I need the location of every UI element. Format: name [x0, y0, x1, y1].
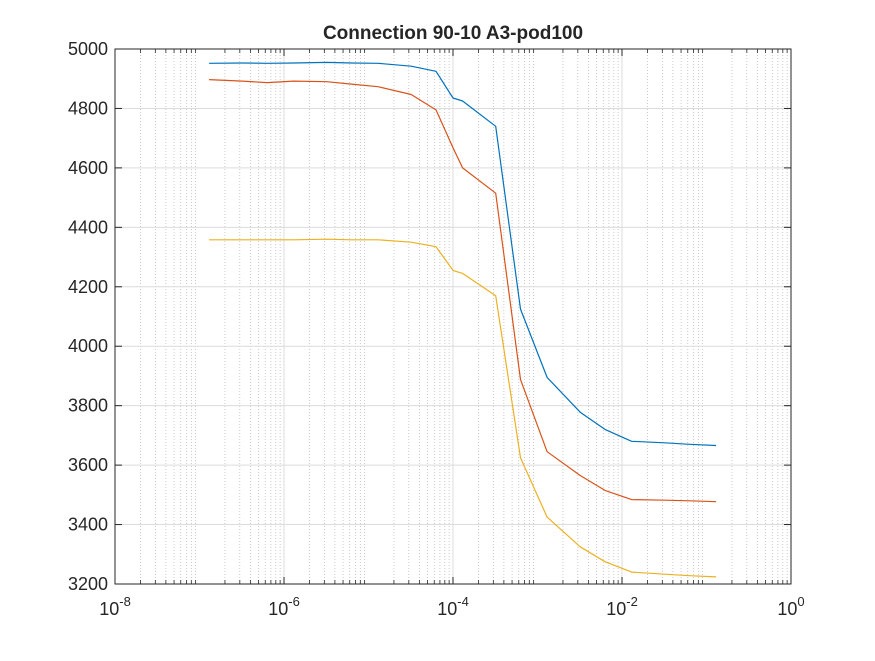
- x-tick-label: 10-6: [268, 594, 300, 619]
- y-tick-label: 4200: [68, 277, 108, 297]
- x-tick-labels: 10-8 10-6 10-4 10-2 100: [99, 594, 804, 619]
- x-tick-label: 100: [777, 594, 804, 619]
- x-tick-label-exponent: -6: [288, 594, 300, 609]
- x-tick-label-base: 10: [99, 599, 119, 619]
- x-tick-label-base: 10: [777, 599, 797, 619]
- x-tick-label-base: 10: [606, 599, 626, 619]
- series-line-2: [209, 79, 717, 503]
- y-tick-label: 4800: [68, 98, 108, 118]
- x-tick-label-base: 10: [437, 599, 457, 619]
- y-tick-label: 5000: [68, 39, 108, 59]
- y-tick-label: 4400: [68, 217, 108, 237]
- x-tick-label: 10-8: [99, 594, 131, 619]
- x-tick-label-exponent: -4: [457, 594, 469, 609]
- x-tick-label: 10-4: [437, 594, 469, 619]
- y-tick-label: 4600: [68, 158, 108, 178]
- series-layer: [209, 61, 717, 578]
- y-tick-labels: 3200 3400 3600 3800 4000 4200 4400 4600 4800 5000: [68, 39, 108, 594]
- y-tick-label: 3400: [68, 515, 108, 535]
- x-tick-label-exponent: 0: [797, 594, 804, 609]
- series-line-3: [209, 238, 717, 578]
- y-tick-label: 3600: [68, 455, 108, 475]
- x-tick-label: 10-2: [606, 594, 638, 619]
- y-tick-label: 3200: [68, 574, 108, 594]
- y-tick-label: 3800: [68, 396, 108, 416]
- chart-title: Connection 90-10 A3-pod100: [323, 23, 583, 44]
- minor-grid: [140, 49, 788, 584]
- x-tick-label-exponent: -2: [626, 594, 638, 609]
- tick-marks: [114, 48, 792, 585]
- x-tick-label-base: 10: [268, 599, 288, 619]
- x-tick-label-exponent: -8: [119, 594, 131, 609]
- y-tick-label: 4000: [68, 336, 108, 356]
- series-line-1: [209, 61, 717, 447]
